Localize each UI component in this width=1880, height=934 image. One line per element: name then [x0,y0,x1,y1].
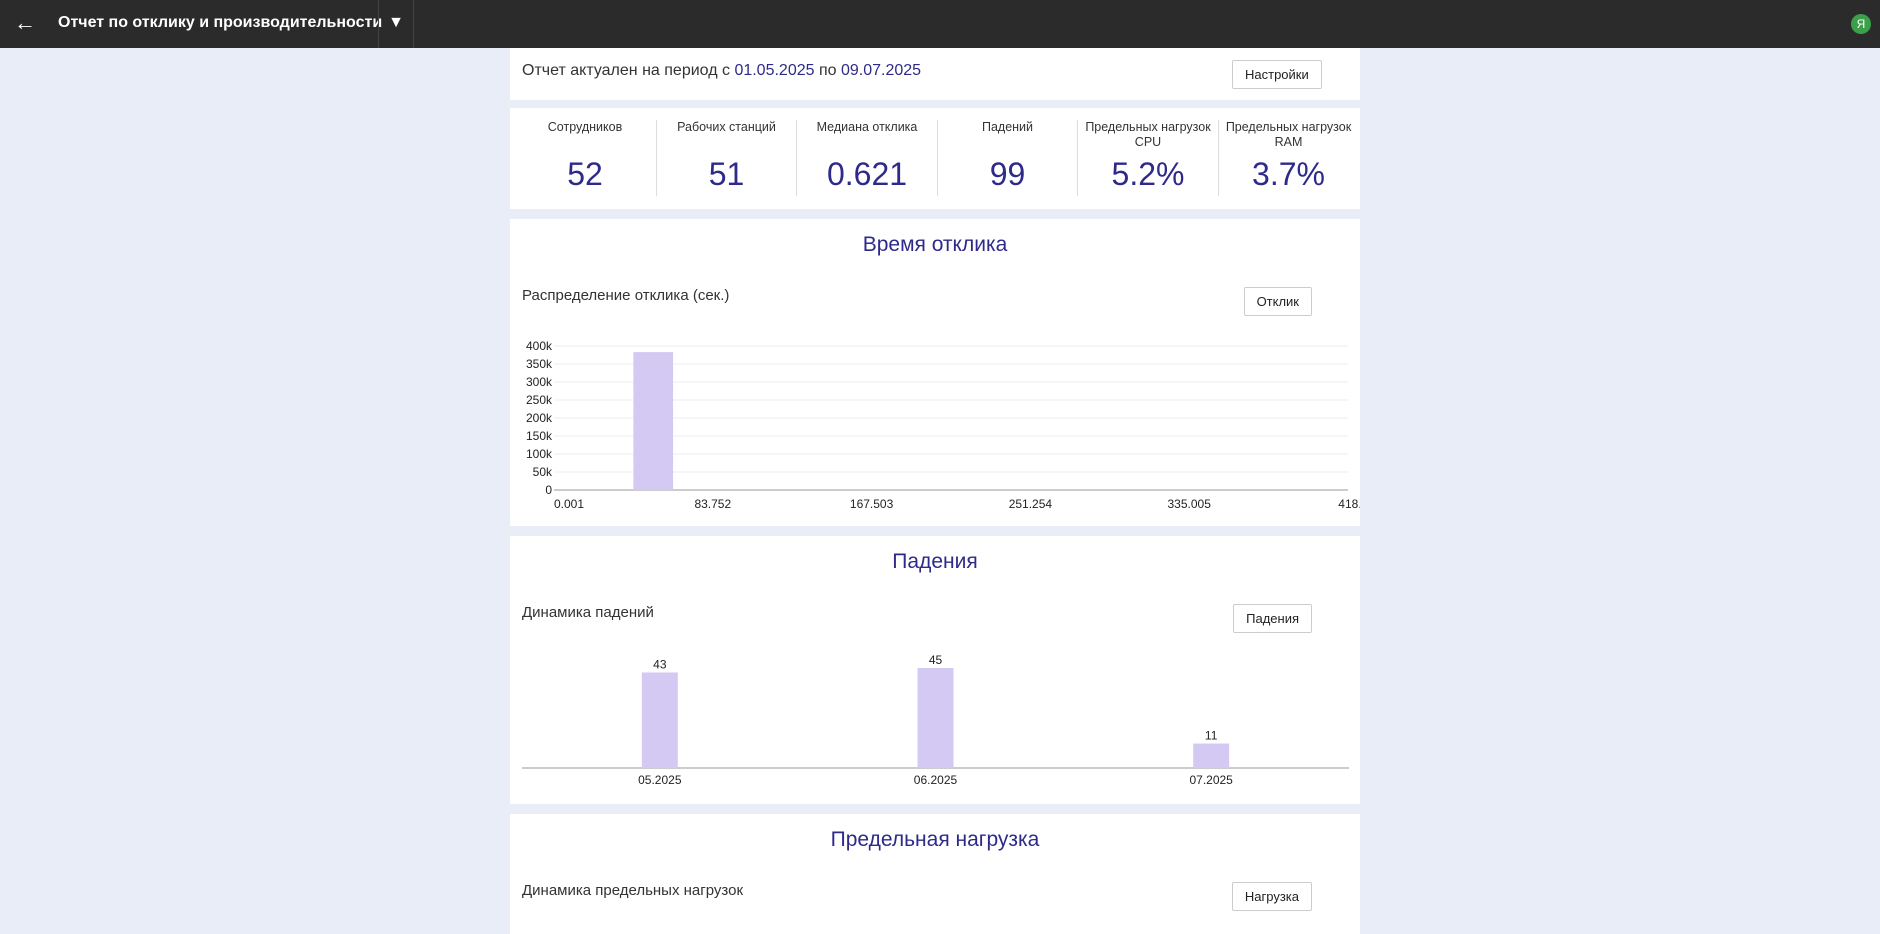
section: Падения Динамика падений Падения 43 05.2025 4… [510,536,1360,804]
settings-button[interactable]: Настройки [1232,60,1322,89]
filter-button[interactable]: ▼ [378,0,414,48]
period-mid: по [818,62,837,79]
section-subtitle: Распределение отклика (сек.) [522,287,730,304]
chart: 43 05.2025 45 06.2025 11 07.2025 [522,653,1349,787]
kpi-value: 99 [989,156,1026,192]
section-subtitle: Динамика предельных нагрузок [522,882,744,899]
y-tick-label: 400k [526,339,553,353]
kpi-label: Предельных нагрузок RAM [1225,120,1352,149]
period-card: Отчет актуален на период с 01.05.2025 по… [510,48,1360,100]
y-tick-label: 250k [526,393,553,407]
x-tick-label: 05.2025 [638,773,682,787]
top-bar: ← Отчет по отклику и производительности … [0,0,1880,48]
value-label: 43 [653,657,667,671]
y-tick-label: 300k [526,375,553,389]
section: Время отклика Распределение отклика (сек.… [510,219,1360,526]
x-tick-label: 251.254 [1009,497,1053,511]
kpi-label: Рабочих станций [677,120,776,134]
value-label: 45 [929,653,943,667]
value-label: 11 [1205,729,1218,743]
section-button[interactable]: Отклик [1243,287,1312,316]
x-tick-label: 167.503 [850,497,894,511]
period-from: 01.05.2025 [734,62,815,79]
period-prefix: Отчет актуален на период с [522,62,730,79]
bar [917,668,954,768]
kpi-label: Падений [981,120,1034,134]
y-tick-label: 0 [545,483,552,497]
section: Предельная нагрузка Динамика предельных н… [510,814,1360,934]
page-title: Отчет по отклику и производительности [58,14,383,31]
kpi: Падений 99 [936,120,1078,196]
chart: 0 50k 100k 150k 200k 250k 300k 350k 400k 0.001 83.… [526,339,1360,511]
bar [633,352,674,490]
kpi-value: 52 [567,156,603,192]
x-tick-label: 418.756 [1338,497,1360,511]
kpi: Медиана отклика 0.621 [796,120,937,196]
y-tick-label: 150k [526,429,553,443]
y-tick-label: 50k [533,465,553,479]
kpi-value: 5.2% [1111,156,1185,192]
kpi: Рабочих станций 51 [655,120,797,196]
section-button[interactable]: Падения [1233,604,1312,633]
period-text: Отчет актуален на период с 01.05.2025 по… [522,62,921,80]
section-button[interactable]: Нагрузка [1231,882,1312,911]
kpi-label: Предельных нагрузок CPU [1085,120,1211,149]
x-tick-label: 06.2025 [914,773,958,787]
section-title: Падения [892,550,978,573]
x-tick-label: 83.752 [694,497,731,511]
kpi: Сотрудников 52 [515,120,655,196]
kpi-value: 3.7% [1252,156,1325,192]
kpi-card: Сотрудников 52 Рабочих станций 51 Медиана от… [510,108,1360,209]
kpi: Предельных нагрузок CPU 5.2% [1077,120,1218,196]
bar [1193,743,1230,768]
kpi-value: 0.621 [826,156,908,192]
bar [641,672,678,768]
section-title: Время отклика [862,233,1008,256]
y-tick-label: 200k [526,411,553,425]
kpi-label: Сотрудников [547,120,623,134]
y-tick-label: 100k [526,447,553,461]
section-title: Предельная нагрузка [830,828,1040,851]
avatar[interactable]: Я [1851,14,1871,34]
kpi: Предельных нагрузок RAM 3.7% [1217,120,1359,196]
section-subtitle: Динамика падений [522,604,654,621]
y-tick-label: 350k [526,357,553,371]
x-tick-label: 0.001 [554,497,584,511]
kpi-value: 51 [708,156,745,192]
kpi-label: Медиана отклика [816,120,918,134]
back-button[interactable]: ← [14,10,36,35]
x-tick-label: 335.005 [1168,497,1212,511]
x-tick-label: 07.2025 [1189,773,1233,787]
period-to: 09.07.2025 [840,62,922,79]
